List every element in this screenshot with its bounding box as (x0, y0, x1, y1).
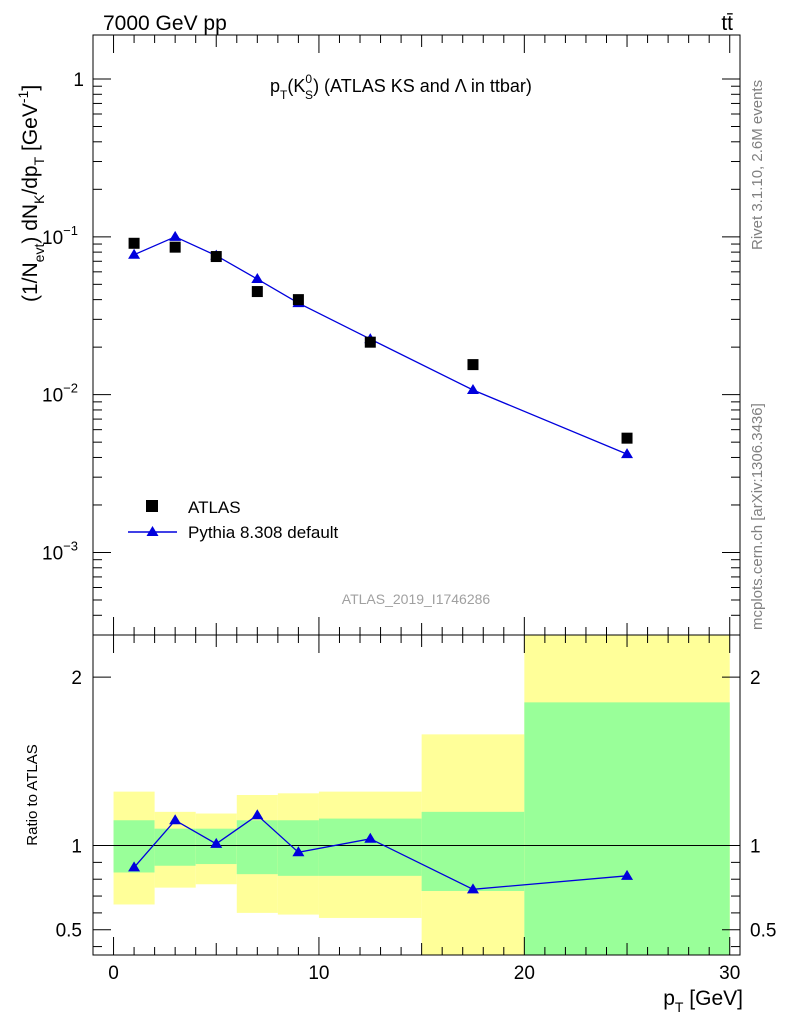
ratio-band-inner (318, 818, 422, 876)
beam-label: 7000 GeV pp (103, 12, 227, 35)
ratio-band-inner (236, 820, 278, 875)
y-tick-label: 10−2 (42, 381, 78, 407)
ratio-point (128, 861, 141, 872)
ratio-point (364, 832, 377, 843)
ratio-line (133, 814, 628, 890)
main-panel: 1 10−1 10−2 10−3 pT(K0 S) (ATLAS KS and Λ in… (15, 34, 741, 636)
y-tick-label: 10−3 (42, 538, 78, 564)
ratio-axes: 0.5 0.51 12 20 10 20 30 (56, 635, 776, 984)
main-axes: 1 10−1 10−2 10−3 (42, 35, 740, 636)
ratio-y-tick-label-right: 0.5 (750, 921, 776, 942)
y-axis-label: (1/Nevt) dNK/dpT [GeV-1] (15, 85, 47, 302)
atlas-point (364, 336, 376, 348)
ratio-y-tick-label: 0.5 (56, 921, 82, 942)
rivet-label: Rivet 3.1.10, 2.6M events (749, 80, 766, 250)
analysis-id: ATLAS_2019_I1746286 (342, 591, 491, 607)
ratio-point (169, 814, 182, 825)
atlas-point (128, 237, 140, 249)
pythia-point (251, 273, 264, 284)
legend-label-pythia: Pythia 8.308 default (188, 523, 339, 542)
ratio-panel: 0.5 0.51 12 20 10 20 30 Ratio to ATLAS pT [GeV… (24, 634, 776, 1015)
ratio-y-tick-label: 2 (71, 668, 82, 689)
chart-title: pT(K0 S) (ATLAS KS and Λ in ttbar) (270, 72, 532, 102)
ratio-y-label: Ratio to ATLAS (24, 744, 41, 845)
atlas-point (292, 294, 304, 306)
pythia-point (621, 448, 634, 459)
y-tick-label: 1 (73, 70, 84, 91)
x-tick-label: 30 (719, 963, 740, 984)
legend: ATLAS Pythia 8.308 default (128, 498, 339, 542)
legend-label-atlas: ATLAS (188, 498, 241, 517)
x-tick-label: 10 (308, 963, 329, 984)
pythia-point (466, 384, 479, 395)
atlas-point (621, 432, 633, 444)
ratio-y-tick-label-right: 1 (750, 837, 761, 858)
ratio-data-layer (128, 809, 634, 894)
ratio-point (292, 846, 305, 857)
ratio-point (466, 883, 479, 894)
pythia-point (169, 230, 182, 241)
ratio-y-tick-label-right: 2 (750, 668, 761, 689)
pythia-line (133, 236, 628, 455)
mcplots-label: mcplots.cern.ch [arXiv:1306.3436] (749, 403, 766, 630)
ratio-point (210, 837, 223, 848)
x-axis-label: pT [GeV] (663, 987, 743, 1015)
legend-marker-atlas (146, 500, 158, 512)
x-tick-label: 20 (514, 963, 535, 984)
x-tick-label: 0 (108, 963, 119, 984)
ratio-band-inner (524, 702, 730, 955)
legend-marker-pythia (146, 526, 159, 536)
ratio-bands (113, 635, 730, 955)
ratio-point (621, 869, 634, 880)
atlas-point (251, 286, 263, 298)
y-tick-label: 10−1 (42, 223, 78, 249)
ratio-point (251, 809, 264, 820)
ratio-frame (92, 634, 741, 956)
atlas-point (169, 241, 181, 253)
main-frame (92, 34, 741, 636)
atlas-point (467, 359, 479, 371)
atlas-point (210, 251, 222, 263)
main-data-layer (128, 230, 634, 459)
ratio-y-tick-label: 1 (71, 837, 82, 858)
ratio-band-inner (154, 828, 196, 866)
pythia-point (128, 248, 141, 259)
ratio-band-inner (421, 811, 525, 891)
process-label: tt̄ (721, 12, 733, 35)
